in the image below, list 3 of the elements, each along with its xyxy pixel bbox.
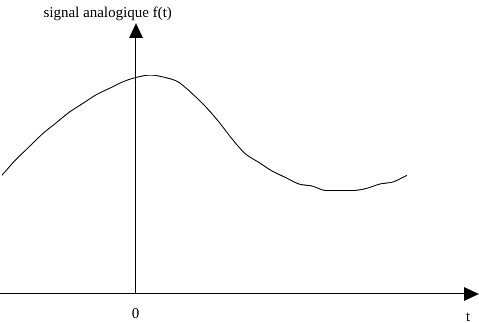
x-axis-title: t <box>466 309 471 323</box>
text: 0 <box>132 306 140 322</box>
y-axis-title: signal analogique f(t) <box>44 5 172 21</box>
